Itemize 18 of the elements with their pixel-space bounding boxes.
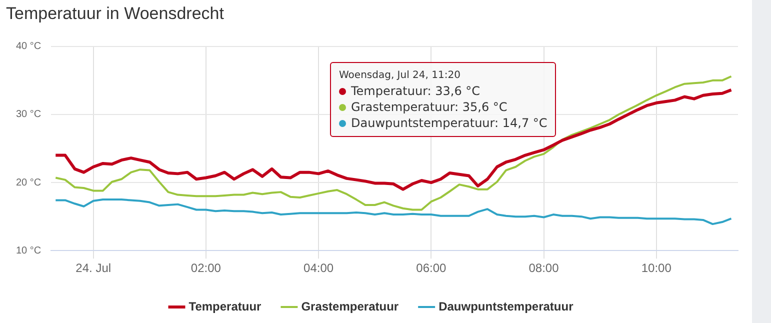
x-tick-label: 02:00 (190, 261, 222, 276)
annotation: Temperatuur: 33,6 °C (350, 83, 482, 99)
x-tick-label: 04:00 (304, 261, 334, 276)
chart-title: Temperatuur in Woensdrecht (6, 4, 224, 23)
y-tick-label: 20 °C (16, 177, 42, 188)
legend-label: Dauwpuntstemperatuur (438, 299, 574, 314)
y-tick-label: 40 °C (16, 41, 42, 52)
y-tick-label: 10 °C (16, 245, 42, 256)
legend-label: Temperatuur (188, 299, 262, 314)
annotation: Grastemperatuur: 35,6 °C (350, 99, 508, 115)
x-tick-label: 24. Jul (76, 261, 112, 276)
x-tick-label: 08:00 (528, 261, 560, 276)
annotation: Woensdag, Jul 24, 11:20 (339, 69, 462, 83)
annotation: Dauwpuntstemperatuur: 14,7 °C (350, 115, 548, 131)
legend-label: Grastemperatuur (301, 299, 399, 314)
y-tick-label: 30 °C (16, 109, 42, 120)
x-tick-label: 06:00 (416, 261, 446, 276)
x-tick-label: 10:00 (641, 261, 672, 276)
